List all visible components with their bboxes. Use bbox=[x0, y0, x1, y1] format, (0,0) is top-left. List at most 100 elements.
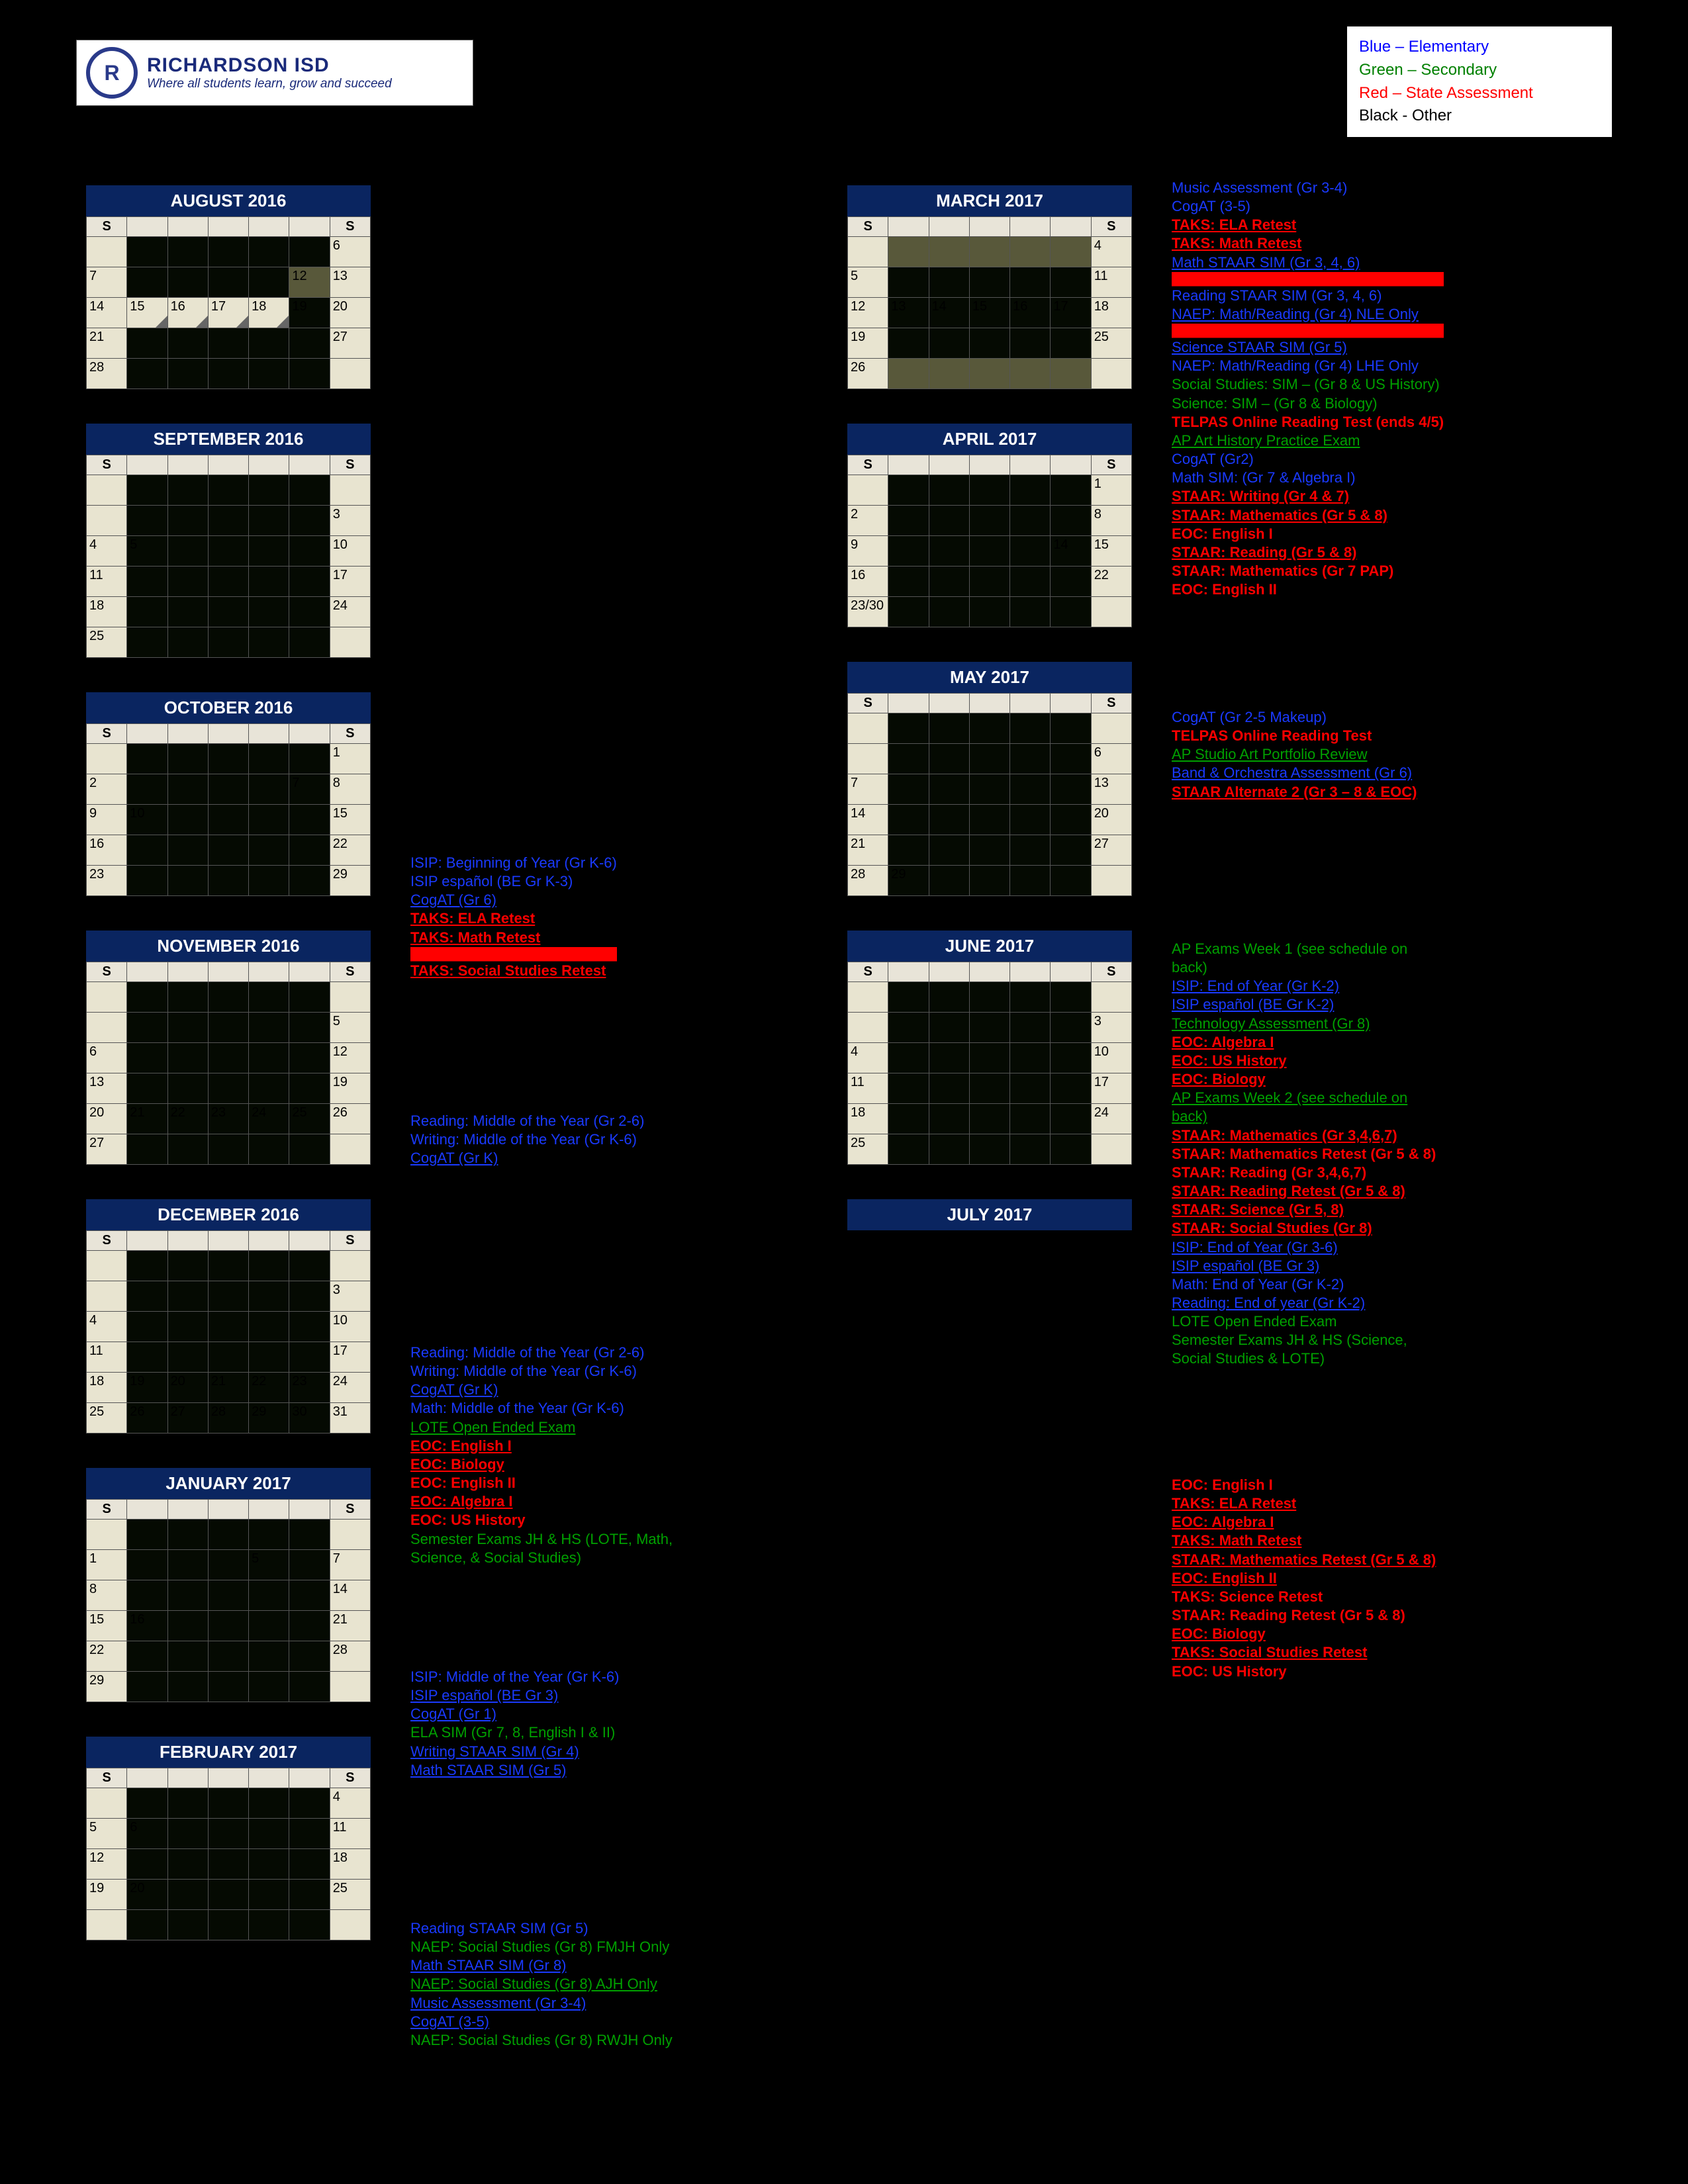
event-line: Math STAAR SIM (Gr 3, 4, 6) bbox=[1172, 253, 1444, 272]
calendar-cell bbox=[289, 1788, 330, 1819]
legend-item: Green – Secondary bbox=[1359, 59, 1600, 82]
calendar-cell: 29 bbox=[249, 1403, 289, 1433]
calendar-cell: 11 bbox=[87, 1342, 127, 1373]
event-line: Science STAAR SIM (Gr 5) bbox=[1172, 338, 1444, 357]
calendar-cell bbox=[127, 237, 167, 267]
calendar-cell bbox=[208, 1520, 248, 1550]
calendar-cell bbox=[249, 805, 289, 835]
event-line: STAAR: Mathematics Retest (Gr 5 & 8) bbox=[1172, 1145, 1436, 1163]
calendar-cell: 5 bbox=[127, 536, 167, 567]
calendar-cell: 20 bbox=[167, 1373, 208, 1403]
event-line: AP Exams Week 1 (see schedule on bbox=[1172, 940, 1436, 958]
event-line: back) bbox=[1172, 958, 1436, 977]
calendar-cell bbox=[289, 1013, 330, 1043]
event-line: Music Assessment (Gr 3-4) bbox=[410, 1994, 673, 2013]
calendar-cell bbox=[888, 506, 929, 536]
calendar-cell bbox=[249, 1281, 289, 1312]
calendar-cell bbox=[208, 1819, 248, 1849]
calendar-cell bbox=[1051, 866, 1091, 896]
calendar-cell bbox=[969, 1104, 1009, 1134]
event-line: Math: End of Year (Gr K-2) bbox=[1172, 1275, 1436, 1294]
calendar-cell bbox=[127, 1910, 167, 1940]
calendar-cell: 11 bbox=[87, 567, 127, 597]
calendar-cell bbox=[330, 627, 370, 658]
event-line: STAAR: Mathematics (Gr 5 & 8) bbox=[1172, 506, 1444, 525]
calendar-cell bbox=[127, 1013, 167, 1043]
calendar-cell: 11 bbox=[330, 1819, 370, 1849]
month-block: OCTOBER 2016SS12789101516222329 bbox=[86, 692, 371, 896]
event-block: Music Assessment (Gr 3-4)CogAT (3-5)TAKS… bbox=[1172, 179, 1444, 599]
calendar-cell bbox=[330, 1134, 370, 1165]
calendar-cell: 3 bbox=[330, 506, 370, 536]
month-block: JULY 2017 bbox=[847, 1199, 1132, 1230]
calendar-cell: 25 bbox=[87, 1403, 127, 1433]
calendar-cell bbox=[167, 627, 208, 658]
event-line: EOC: Biology bbox=[1172, 1070, 1436, 1089]
calendar-cell: 14 bbox=[1051, 536, 1091, 567]
calendar-cell: 28 bbox=[330, 1641, 370, 1672]
calendar-cell bbox=[249, 328, 289, 359]
weekday-header bbox=[208, 1500, 248, 1520]
calendar-cell bbox=[929, 713, 969, 744]
calendar-cell bbox=[87, 1013, 127, 1043]
weekday-header bbox=[1010, 962, 1051, 982]
weekday-header: S bbox=[87, 962, 127, 982]
event-line: Writing STAAR SIM (Gr 4) bbox=[410, 1743, 619, 1761]
calendar-cell bbox=[1010, 267, 1051, 298]
calendar-grid: SS12891415162223/30 bbox=[847, 455, 1132, 627]
calendar-cell bbox=[888, 597, 929, 627]
calendar-cell bbox=[969, 359, 1009, 389]
weekday-header: S bbox=[848, 217, 888, 237]
calendar-cell: 4 bbox=[330, 1788, 370, 1819]
calendar-cell bbox=[167, 1611, 208, 1641]
calendar-cell bbox=[929, 475, 969, 506]
calendar-cell bbox=[289, 475, 330, 506]
weekday-header: S bbox=[1091, 455, 1131, 475]
month-title: JULY 2017 bbox=[847, 1199, 1132, 1230]
calendar-cell bbox=[127, 1134, 167, 1165]
event-line: Reading: End of year (Gr K-2) bbox=[1172, 1294, 1436, 1312]
calendar-cell: 25 bbox=[330, 1880, 370, 1910]
event-line: EOC: US History bbox=[1172, 1052, 1436, 1070]
calendar-cell: 22 bbox=[1091, 567, 1131, 597]
calendar-cell bbox=[330, 1910, 370, 1940]
weekday-header bbox=[249, 217, 289, 237]
event-line: . bbox=[1172, 324, 1444, 338]
calendar-cell bbox=[969, 475, 1009, 506]
calendar-cell bbox=[167, 805, 208, 835]
calendar-cell: 24 bbox=[249, 1104, 289, 1134]
event-line: CogAT (Gr K) bbox=[410, 1381, 673, 1399]
calendar-cell bbox=[208, 866, 248, 896]
event-line: Music Assessment (Gr 3-4) bbox=[1172, 179, 1444, 197]
calendar-cell bbox=[289, 805, 330, 835]
event-line: NAEP: Math/Reading (Gr 4) LHE Only bbox=[1172, 357, 1444, 375]
calendar-cell: 25 bbox=[87, 627, 127, 658]
calendar-cell: 16 bbox=[127, 1611, 167, 1641]
calendar-cell bbox=[969, 1134, 1009, 1165]
calendar-cell bbox=[969, 536, 1009, 567]
calendar-cell bbox=[929, 1043, 969, 1073]
calendar-cell: 2 bbox=[87, 774, 127, 805]
calendar-cell bbox=[289, 1611, 330, 1641]
weekday-header bbox=[167, 217, 208, 237]
weekday-header bbox=[208, 1231, 248, 1251]
calendar-cell bbox=[289, 1672, 330, 1702]
calendar-grid: SS451112131415161718192526 bbox=[847, 216, 1132, 389]
calendar-cell bbox=[167, 835, 208, 866]
calendar-cell bbox=[127, 1641, 167, 1672]
event-block: ISIP: Beginning of Year (Gr K-6)ISIP esp… bbox=[410, 854, 617, 980]
calendar-cell bbox=[888, 1013, 929, 1043]
event-line: Reading STAAR SIM (Gr 5) bbox=[410, 1919, 673, 1938]
event-line: CogAT (3-5) bbox=[1172, 197, 1444, 216]
weekday-header: S bbox=[1091, 694, 1131, 713]
calendar-cell bbox=[127, 1073, 167, 1104]
event-line: ISIP: Middle of the Year (Gr K-6) bbox=[410, 1668, 619, 1686]
calendar-cell bbox=[127, 866, 167, 896]
event-line: TAKS: ELA Retest bbox=[410, 909, 617, 928]
event-line: Social Studies & LOTE) bbox=[1172, 1349, 1436, 1368]
calendar-cell bbox=[969, 713, 1009, 744]
calendar-cell: 10 bbox=[330, 1312, 370, 1342]
calendar-cell: 15 bbox=[1091, 536, 1131, 567]
event-line: EOC: English II bbox=[1172, 1569, 1436, 1588]
calendar-cell: 27 bbox=[330, 328, 370, 359]
